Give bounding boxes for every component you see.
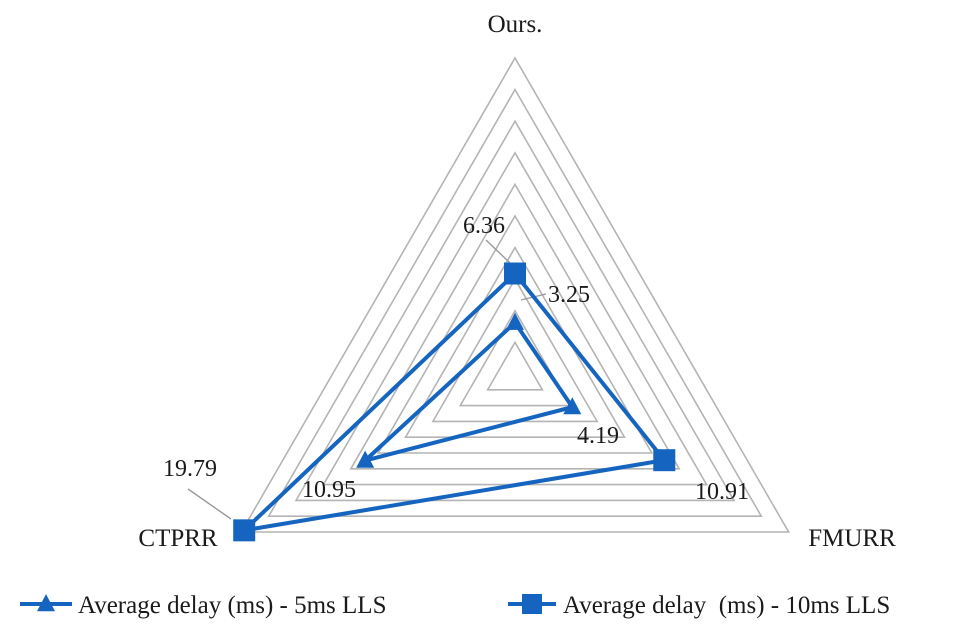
label-layer: Ours. FMURR CTPRR 3.25 4.19 10.95 6.36 10.91 19.… bbox=[138, 11, 896, 552]
gridline-ring bbox=[458, 309, 572, 407]
axis-label-ours: Ours. bbox=[488, 11, 543, 38]
series-layer bbox=[233, 262, 676, 542]
gridline-ring bbox=[376, 214, 654, 454]
data-label: 4.19 bbox=[577, 423, 619, 449]
legend-square-marker bbox=[522, 594, 542, 614]
data-label: 19.79 bbox=[163, 456, 217, 482]
leader-line-layer bbox=[187, 239, 547, 520]
legend-label: Average delay (ms) - 10ms LLS bbox=[563, 592, 890, 619]
series-line-10ms bbox=[238, 270, 668, 534]
data-label: 6.36 bbox=[463, 213, 505, 239]
gridline-ring bbox=[486, 340, 544, 391]
axis-label-ctprr: CTPRR bbox=[138, 525, 218, 552]
data-point-triangle bbox=[563, 397, 582, 415]
grid-layer bbox=[239, 56, 791, 533]
gridline-ring bbox=[294, 119, 736, 502]
data-label: 10.91 bbox=[695, 479, 749, 505]
data-point-triangle bbox=[506, 312, 524, 330]
data-point-square bbox=[653, 449, 676, 472]
legend-item-10ms: Average delay (ms) - 10ms LLS bbox=[508, 592, 890, 619]
data-point-triangle bbox=[356, 450, 375, 468]
axis-label-fmurr: FMURR bbox=[808, 525, 896, 552]
gridline-ring bbox=[349, 182, 681, 470]
data-label: 10.95 bbox=[302, 477, 356, 503]
legend: Average delay (ms) - 5ms LLS Average dela… bbox=[20, 592, 890, 619]
data-label: 3.25 bbox=[548, 282, 590, 308]
leader-line bbox=[485, 239, 512, 265]
leader-line bbox=[187, 488, 232, 520]
data-point-square bbox=[233, 519, 256, 542]
data-point-square bbox=[504, 262, 526, 285]
gridline-ring bbox=[239, 56, 791, 533]
legend-triangle-marker bbox=[37, 594, 55, 612]
gridline-ring bbox=[267, 87, 763, 518]
legend-label: Average delay (ms) - 5ms LLS bbox=[78, 592, 386, 619]
series-line-5ms bbox=[363, 319, 576, 463]
legend-item-5ms: Average delay (ms) - 5ms LLS bbox=[20, 592, 386, 619]
